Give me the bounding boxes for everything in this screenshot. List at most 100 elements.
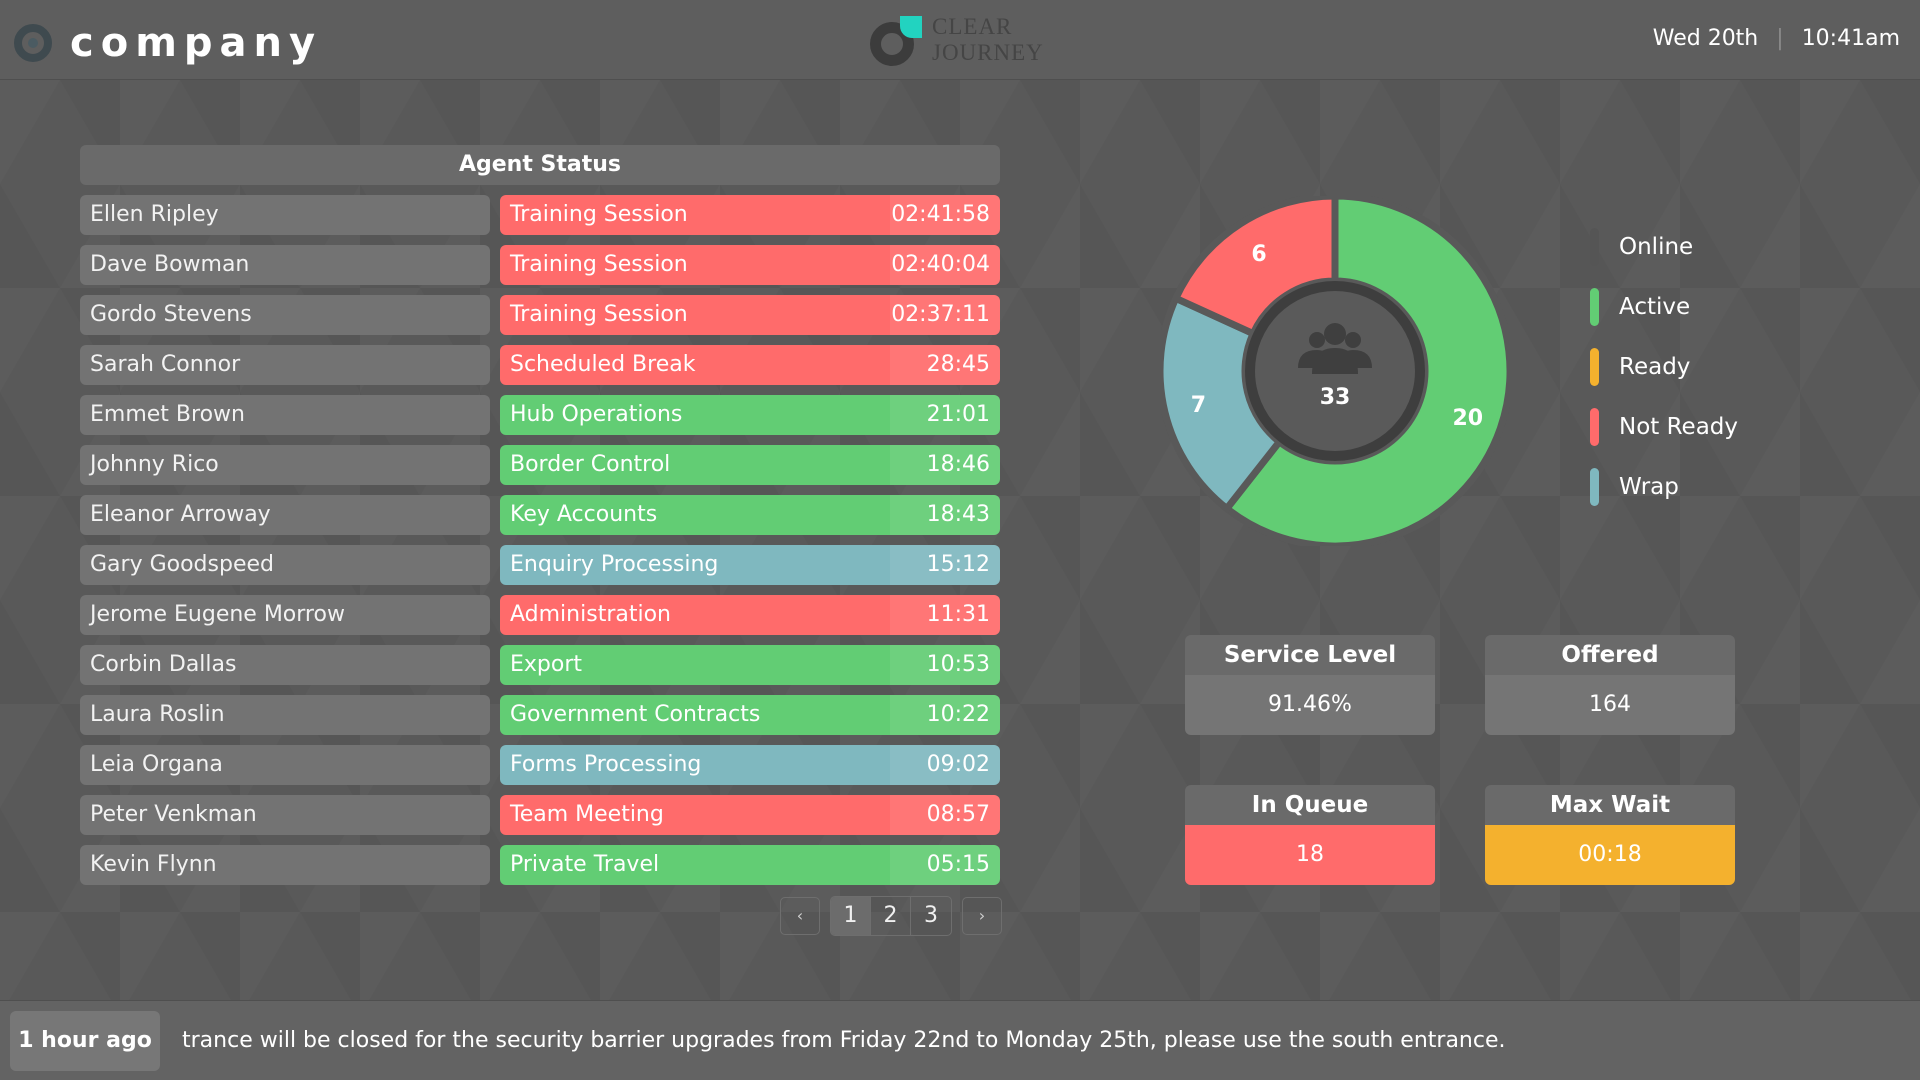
agent-status-duration: 21:01 — [890, 395, 1000, 435]
donut-slice-value: 20 — [1452, 406, 1483, 431]
agent-status-label: Enquiry Processing — [510, 552, 719, 577]
agent-row: Johnny Rico Border Control 18:46 — [80, 445, 1000, 485]
chart-legend: Online Active Ready Not Ready Wrap — [1590, 228, 1738, 528]
agent-status-label: Key Accounts — [510, 502, 658, 527]
agent-row: Jerome Eugene Morrow Administration 11:31 — [80, 595, 1000, 635]
agent-status-label: Administration — [510, 602, 671, 627]
brand-name: company — [70, 20, 323, 66]
agent-status-label: Training Session — [510, 202, 688, 227]
offered-label: Offered — [1485, 635, 1735, 675]
agent-name: Emmet Brown — [80, 395, 490, 435]
agent-status-bar: Enquiry Processing 15:12 — [500, 545, 1000, 585]
max-wait-card: Max Wait 00:18 — [1485, 785, 1735, 885]
agent-status-duration: 02:37:11 — [890, 295, 1000, 335]
next-page-button[interactable]: › — [962, 897, 1002, 935]
brand: company — [14, 20, 322, 66]
legend-swatch — [1590, 288, 1599, 326]
agent-status-bar: Forms Processing 09:02 — [500, 745, 1000, 785]
agent-status-bar: Training Session 02:40:04 — [500, 245, 1000, 285]
agent-row: Eleanor Arroway Key Accounts 18:43 — [80, 495, 1000, 535]
service-level-label: Service Level — [1185, 635, 1435, 675]
agent-name: Eleanor Arroway — [80, 495, 490, 535]
agent-status-label: Team Meeting — [510, 802, 664, 827]
agent-name: Peter Venkman — [80, 795, 490, 835]
news-ticker: 1 hour ago trance will be closed for the… — [0, 1000, 1920, 1080]
users-icon — [1298, 323, 1372, 374]
agent-status-bar: Government Contracts 10:22 — [500, 695, 1000, 735]
agent-status-bar: Team Meeting 08:57 — [500, 795, 1000, 835]
ticker-message: trance will be closed for the security b… — [182, 1028, 1506, 1053]
chevron-left-icon: ‹ — [796, 906, 804, 925]
agent-status-bar: Key Accounts 18:43 — [500, 495, 1000, 535]
agent-status-duration: 05:15 — [890, 845, 1000, 885]
legend-item: Wrap — [1590, 468, 1738, 506]
brand-logo-icon — [14, 24, 52, 62]
offered-value: 164 — [1485, 675, 1735, 735]
service-level-value: 91.46% — [1185, 675, 1435, 735]
agent-name: Dave Bowman — [80, 245, 490, 285]
ticker-time-badge: 1 hour ago — [10, 1011, 160, 1071]
clear-journey-wordmark: CLEAR JOURNEY — [932, 14, 1044, 65]
time-label: 10:41am — [1801, 26, 1900, 51]
max-wait-label: Max Wait — [1485, 785, 1735, 825]
agent-name: Kevin Flynn — [80, 845, 490, 885]
agent-status-bar: Scheduled Break 28:45 — [500, 345, 1000, 385]
agent-status-label: Forms Processing — [510, 752, 702, 777]
legend-swatch — [1590, 408, 1599, 446]
date-label: Wed 20th — [1652, 26, 1759, 51]
agent-status-duration: 10:53 — [890, 645, 1000, 685]
agent-status-panel: Agent Status Ellen Ripley Training Sessio… — [80, 145, 1000, 895]
agent-row: Ellen Ripley Training Session 02:41:58 — [80, 195, 1000, 235]
legend-swatch — [1590, 228, 1599, 266]
agent-name: Gordo Stevens — [80, 295, 490, 335]
agent-row: Gary Goodspeed Enquiry Processing 15:12 — [80, 545, 1000, 585]
agent-name: Laura Roslin — [80, 695, 490, 735]
agent-row: Leia Organa Forms Processing 09:02 — [80, 745, 1000, 785]
service-level-card: Service Level 91.46% — [1185, 635, 1435, 735]
legend-label: Ready — [1619, 354, 1691, 380]
agent-row: Emmet Brown Hub Operations 21:01 — [80, 395, 1000, 435]
agent-status-bar: Border Control 18:46 — [500, 445, 1000, 485]
agent-row: Peter Venkman Team Meeting 08:57 — [80, 795, 1000, 835]
agent-state-donut-chart: 33 20 7 6 — [1156, 192, 1514, 550]
page-button[interactable]: 1 — [831, 897, 871, 935]
agent-status-duration: 28:45 — [890, 345, 1000, 385]
agent-status-label: Hub Operations — [510, 402, 683, 427]
date-time-separator: | — [1776, 26, 1784, 51]
agent-status-bar: Training Session 02:37:11 — [500, 295, 1000, 335]
in-queue-label: In Queue — [1185, 785, 1435, 825]
legend-label: Active — [1619, 294, 1691, 320]
agent-status-bar: Training Session 02:41:58 — [500, 195, 1000, 235]
agent-status-label: Training Session — [510, 252, 688, 277]
donut-total: 33 — [1320, 385, 1351, 410]
agent-status-label: Export — [510, 652, 583, 677]
agent-status-duration: 02:40:04 — [890, 245, 1000, 285]
agent-status-duration: 18:43 — [890, 495, 1000, 535]
page-button[interactable]: 3 — [924, 903, 938, 928]
prev-page-button[interactable]: ‹ — [780, 897, 820, 935]
page-button[interactable]: 2 — [871, 897, 911, 935]
offered-card: Offered 164 — [1485, 635, 1735, 735]
agent-status-duration: 10:22 — [890, 695, 1000, 735]
donut-slice-value: 7 — [1191, 393, 1206, 418]
date-time: Wed 20th | 10:41am — [1653, 26, 1900, 51]
agent-name: Sarah Connor — [80, 345, 490, 385]
legend-label: Online — [1619, 234, 1694, 260]
legend-item: Ready — [1590, 348, 1738, 386]
donut-svg: 33 20 7 6 — [1156, 192, 1514, 550]
agent-list: Ellen Ripley Training Session 02:41:58 Dave… — [80, 195, 1000, 885]
agent-status-label: Border Control — [510, 452, 671, 477]
donut-slice-value: 6 — [1251, 242, 1266, 267]
legend-label: Not Ready — [1619, 414, 1739, 440]
clear-journey-mark-icon — [870, 14, 922, 66]
agent-status-duration: 09:02 — [890, 745, 1000, 785]
agent-status-bar: Hub Operations 21:01 — [500, 395, 1000, 435]
agent-status-label: Scheduled Break — [510, 352, 696, 377]
agent-name: Ellen Ripley — [80, 195, 490, 235]
top-bar: company CLEAR JOURNEY Wed 20th | 10:41am — [0, 0, 1920, 80]
agent-status-bar: Export 10:53 — [500, 645, 1000, 685]
agent-status-duration: 08:57 — [890, 795, 1000, 835]
agent-row: Gordo Stevens Training Session 02:37:11 — [80, 295, 1000, 335]
